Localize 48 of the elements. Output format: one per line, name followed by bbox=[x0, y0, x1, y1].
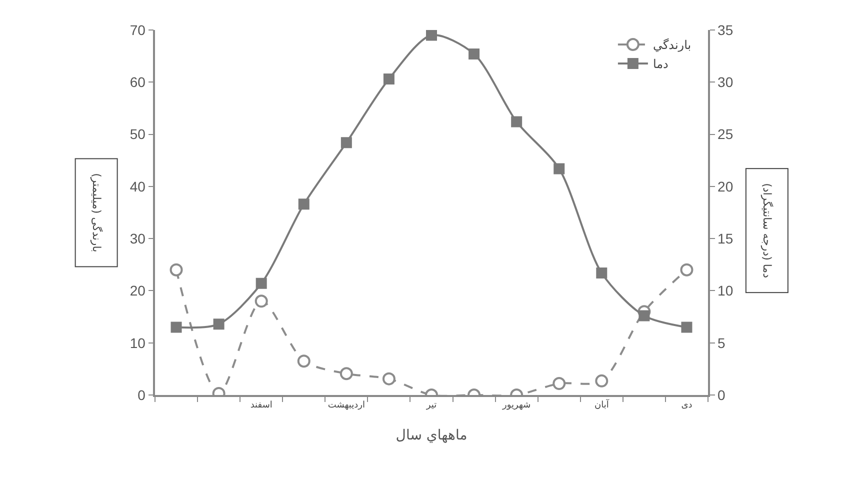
point bbox=[298, 198, 310, 210]
point bbox=[638, 310, 650, 322]
point bbox=[256, 278, 267, 289]
point bbox=[511, 116, 522, 128]
y2-tick-label: 15 bbox=[718, 230, 734, 246]
y-tick-label: 10 bbox=[130, 334, 146, 351]
point bbox=[554, 163, 565, 174]
y2-tick-label: 25 bbox=[718, 126, 734, 142]
y2-tick-label: 35 bbox=[718, 22, 734, 38]
point bbox=[595, 374, 608, 388]
x-tick-label: دی bbox=[681, 400, 692, 411]
x-tick-label: اسفند bbox=[250, 400, 272, 411]
point bbox=[383, 74, 394, 85]
y-tick-label: 40 bbox=[130, 178, 146, 194]
y2-tick-label: 5 bbox=[718, 334, 726, 351]
x-tick-label: تیر bbox=[425, 400, 438, 411]
y-tick-label: 30 bbox=[130, 230, 146, 246]
point bbox=[426, 30, 437, 41]
point bbox=[297, 354, 310, 368]
point bbox=[468, 48, 480, 60]
point bbox=[552, 377, 566, 390]
point bbox=[382, 372, 396, 386]
x-tick-label: اردیبهشت bbox=[328, 400, 365, 411]
legend-label: دما bbox=[652, 57, 668, 72]
y-tick-label: 70 bbox=[130, 22, 146, 38]
y2-tick-label: 30 bbox=[718, 74, 734, 90]
y2-tick-label: 10 bbox=[718, 282, 734, 299]
legend-label: بارندگي bbox=[652, 38, 692, 52]
y-axis-title: بارندگی (میلیمتر) bbox=[90, 173, 103, 252]
point bbox=[680, 263, 694, 276]
point bbox=[170, 263, 183, 276]
y2-axis-title: دما (درجه سانتیگراد) bbox=[760, 183, 774, 278]
y-tick-label: 20 bbox=[130, 282, 146, 299]
y-tick-label: 50 bbox=[130, 126, 146, 142]
x-tick-label: شهریور bbox=[502, 400, 531, 411]
point bbox=[596, 267, 608, 278]
y-tick-label: 0 bbox=[138, 386, 146, 403]
x-tick-label: آبان bbox=[594, 398, 610, 411]
y2-tick-label: 20 bbox=[718, 178, 734, 194]
y2-tick-label: 0 bbox=[718, 386, 726, 403]
point bbox=[254, 294, 268, 308]
x-axis-title: ماههاي سال bbox=[396, 427, 468, 444]
point bbox=[340, 137, 352, 148]
y-tick-label: 60 bbox=[130, 74, 146, 90]
point bbox=[340, 367, 353, 380]
point bbox=[681, 322, 692, 333]
point bbox=[170, 322, 182, 333]
point bbox=[213, 318, 224, 330]
